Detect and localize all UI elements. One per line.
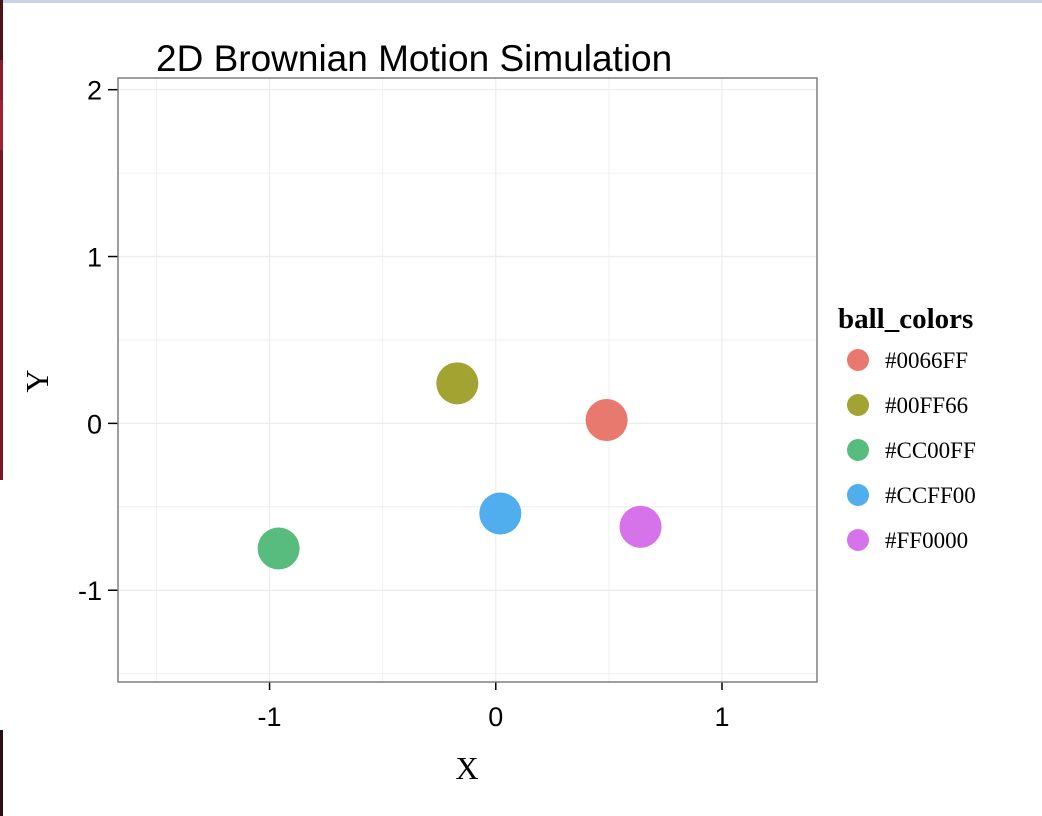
data-point bbox=[479, 492, 522, 535]
legend-item: #00FF66 bbox=[847, 393, 968, 418]
legend-item: #FF0000 bbox=[847, 528, 968, 553]
window-top-edge bbox=[0, 0, 1042, 3]
legend-swatch bbox=[847, 439, 869, 461]
data-point bbox=[436, 362, 479, 405]
y-tick-label: 2 bbox=[87, 76, 102, 106]
y-tick-label: 1 bbox=[87, 243, 102, 273]
data-point bbox=[619, 505, 662, 548]
legend-item: #0066FF bbox=[847, 348, 968, 373]
legend-label: #FF0000 bbox=[885, 528, 968, 553]
x-tick-label: -1 bbox=[258, 702, 282, 732]
plot-border bbox=[117, 77, 818, 683]
legend-swatch bbox=[847, 484, 869, 506]
legend-swatch bbox=[847, 394, 869, 416]
legend-label: #CC00FF bbox=[885, 438, 976, 463]
legend-label: #CCFF00 bbox=[885, 483, 976, 508]
chart-title: 2D Brownian Motion Simulation bbox=[156, 38, 672, 79]
x-tick-label: 0 bbox=[488, 702, 503, 732]
grid-lines bbox=[118, 78, 817, 682]
legend-item: #CCFF00 bbox=[847, 483, 976, 508]
legend-title: ball_colors bbox=[838, 303, 973, 335]
data-point bbox=[585, 399, 628, 442]
data-points bbox=[257, 362, 662, 570]
legend: ball_colors #0066FF #00FF66 #CC00FF #CCFF00… bbox=[838, 303, 976, 553]
data-point bbox=[257, 527, 300, 570]
legend-swatch bbox=[847, 529, 869, 551]
y-axis-title: Y bbox=[19, 369, 55, 392]
y-tick-label: 0 bbox=[87, 409, 102, 439]
x-axis-title: X bbox=[455, 750, 478, 786]
y-tick-label: -1 bbox=[78, 576, 102, 606]
legend-label: #00FF66 bbox=[885, 393, 968, 418]
legend-label: #0066FF bbox=[885, 348, 968, 373]
window-left-edge bbox=[0, 0, 3, 816]
legend-items: #0066FF #00FF66 #CC00FF #CCFF00 #FF0000 bbox=[847, 348, 976, 553]
legend-swatch bbox=[847, 349, 869, 371]
axes: -1 0 1 -1 0 1 2 bbox=[78, 76, 730, 732]
x-tick-label: 1 bbox=[714, 702, 729, 732]
legend-item: #CC00FF bbox=[847, 438, 976, 463]
